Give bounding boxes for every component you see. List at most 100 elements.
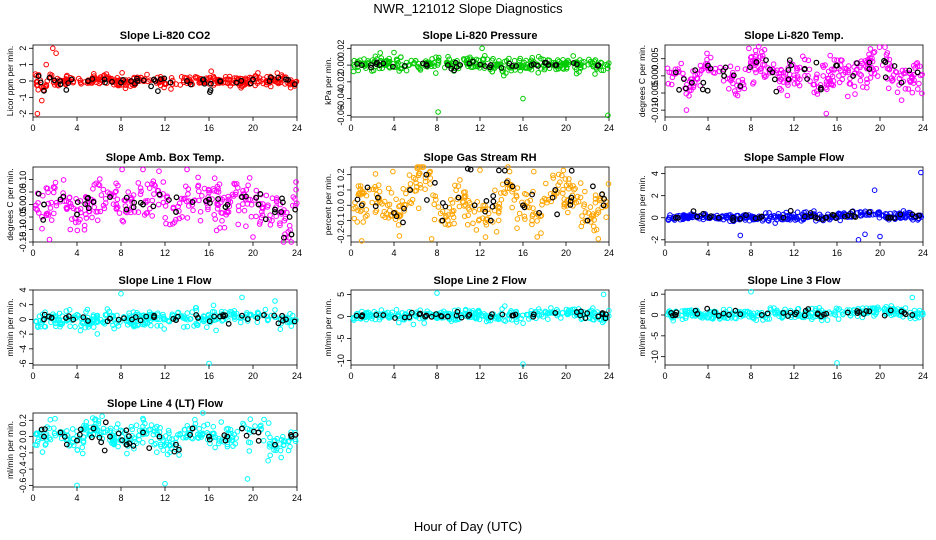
data-point-bg: [409, 196, 416, 203]
y-tick-label: 5: [650, 292, 660, 297]
data-point-ref-extra: [373, 312, 380, 318]
data-point-bg: [122, 85, 129, 92]
data-point-bg: [456, 203, 463, 210]
data-point-bg: [48, 199, 55, 206]
data-point-ref: [444, 313, 451, 320]
data-point-outlier: [272, 298, 278, 304]
data-point-bg: [39, 449, 46, 455]
data-point-bg: [902, 86, 909, 92]
data-point-bg: [450, 316, 457, 323]
data-point-bg: [131, 445, 137, 452]
data-point-bg: [195, 183, 201, 190]
data-point-ref-extra: [63, 441, 70, 448]
data-point-ref-extra: [529, 191, 535, 198]
data-point-bg: [34, 207, 41, 213]
data-point-bg: [498, 196, 505, 203]
data-point-bg: [493, 229, 500, 235]
data-point-ref-extra: [528, 62, 535, 68]
data-point-bg: [823, 81, 830, 87]
data-point-bg: [395, 222, 402, 228]
data-point-bg: [407, 181, 414, 187]
data-point-bg: [163, 220, 169, 227]
data-point-bg: [791, 81, 798, 87]
data-point-outlier: [918, 169, 924, 176]
data-point-ref-extra: [291, 318, 298, 325]
data-point-ref-extra: [866, 59, 873, 66]
data-point-ref-extra: [102, 79, 108, 86]
data-point-bg: [837, 217, 844, 224]
data-point-outlier: [477, 167, 483, 173]
data-point-bg: [285, 438, 292, 445]
data-point-bg: [593, 211, 600, 217]
data-point-bg: [62, 79, 69, 85]
data-point-ref-extra: [603, 311, 609, 318]
data-point-bg: [218, 210, 224, 216]
data-point-ref-extra: [465, 313, 472, 319]
data-point-bg: [188, 435, 195, 441]
data-point-bg: [561, 204, 568, 210]
data-point-ref-extra: [221, 432, 228, 439]
data-point-outlier: [605, 112, 611, 119]
data-point-bg: [824, 317, 831, 323]
data-point-bg: [39, 214, 45, 220]
data-point-bg: [680, 70, 686, 77]
data-point-bg: [165, 427, 172, 434]
data-point-bg: [530, 188, 536, 195]
data-point-bg: [919, 71, 925, 78]
data-point-ref-extra: [279, 312, 286, 319]
data-point-bg: [211, 175, 218, 181]
y-tick-label: -0.10: [18, 219, 28, 240]
data-point-bg: [736, 86, 742, 93]
data-point-bg: [506, 316, 513, 322]
x-tick-label: 0: [30, 123, 35, 133]
data-point-bg: [79, 450, 86, 457]
data-point-ref-extra: [489, 311, 495, 318]
data-point-ref-extra: [121, 315, 127, 322]
data-point-bg: [493, 203, 499, 209]
data-point-ref-extra: [851, 213, 858, 220]
data-point-bg: [265, 202, 271, 208]
data-point-bg: [766, 218, 772, 224]
data-point-bg: [432, 193, 439, 199]
panel-3: Slope Li-820 Temp. 0 4 8 12 16 20 24 -0.010-0.00…: [637, 30, 928, 133]
data-point-bg: [750, 79, 757, 85]
data-point-outlier: [823, 110, 830, 117]
data-point-bg: [255, 70, 261, 76]
x-tick-label: 24: [292, 371, 302, 381]
data-point-bg: [787, 307, 794, 314]
data-point-bg: [523, 311, 530, 318]
data-point-bg: [916, 80, 922, 87]
data-point-bg: [154, 423, 160, 430]
data-point-bg: [372, 171, 379, 177]
data-point-bg: [375, 182, 382, 188]
data-point-ref-extra: [148, 83, 155, 90]
data-point-bg: [294, 200, 300, 206]
data-point-ref-extra: [730, 217, 737, 224]
x-tick-label: 4: [74, 123, 79, 133]
data-point-bg: [90, 324, 97, 330]
data-point-bg: [581, 201, 588, 207]
data-point-bg: [245, 439, 252, 446]
data-point-ref-extra: [747, 64, 753, 71]
data-point-ref-extra: [692, 67, 699, 74]
data-point-bg: [111, 441, 117, 447]
data-point-bg: [354, 219, 361, 225]
data-point-bg: [699, 315, 706, 321]
data-point-bg: [160, 191, 166, 197]
data-point-bg: [687, 76, 694, 82]
data-point-ref: [101, 76, 108, 83]
data-point-bg: [397, 65, 404, 72]
data-point-bg: [233, 181, 240, 187]
data-point-bg: [439, 208, 446, 215]
data-point-bg: [851, 64, 857, 70]
data-point-ref-extra: [773, 88, 780, 95]
data-point-bg: [290, 202, 296, 209]
data-point-bg: [186, 198, 192, 204]
data-point-ref-extra: [268, 74, 274, 81]
data-point-ref-extra: [406, 314, 413, 321]
data-point-bg: [716, 316, 723, 322]
data-point-bg: [103, 71, 110, 77]
data-point-bg: [563, 64, 570, 71]
y-tick-label: -2: [18, 330, 28, 338]
data-point-ref-extra: [133, 75, 140, 82]
